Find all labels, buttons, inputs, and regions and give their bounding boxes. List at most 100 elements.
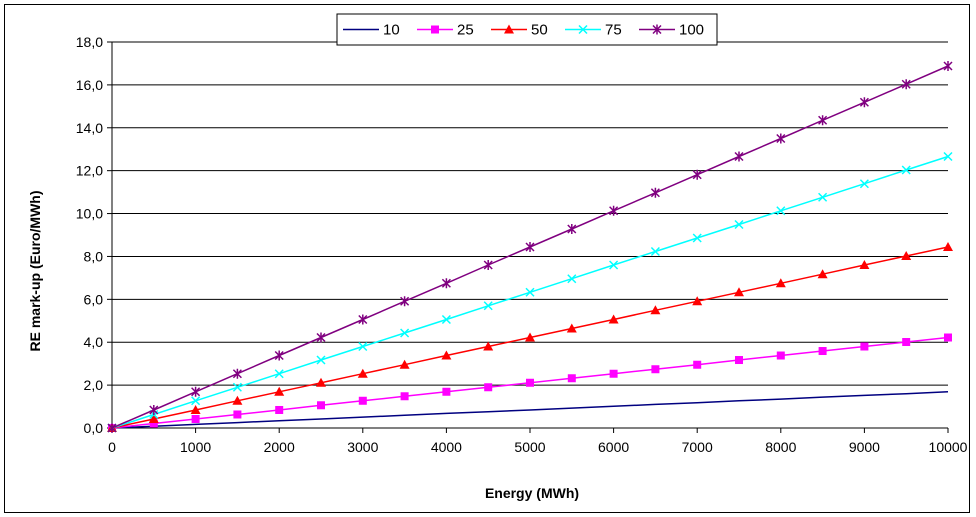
y-axis-title: RE mark-up (Euro/MWh) — [27, 191, 43, 352]
y-tick-label: 0,0 — [84, 420, 104, 436]
y-tick-label: 8,0 — [84, 248, 104, 264]
data-point — [358, 341, 368, 352]
data-point — [400, 328, 410, 338]
data-point — [651, 365, 660, 374]
data-point — [317, 401, 325, 410]
series-group — [107, 61, 953, 433]
data-point — [483, 301, 493, 311]
series-25 — [108, 333, 952, 432]
data-point — [578, 24, 588, 35]
x-tick-label: 5000 — [514, 439, 545, 455]
y-tick-label: 2,0 — [84, 377, 104, 393]
data-point — [274, 369, 284, 379]
x-tick-label: 0 — [108, 439, 116, 455]
data-point — [650, 246, 660, 257]
data-point — [692, 233, 702, 243]
data-point — [148, 413, 159, 423]
x-tick-label: 4000 — [431, 439, 462, 455]
data-point — [692, 169, 702, 180]
y-tick-label: 10,0 — [76, 206, 103, 222]
data-point — [232, 395, 243, 405]
data-point — [817, 269, 828, 279]
data-point — [232, 382, 242, 392]
data-point — [190, 404, 201, 414]
data-point — [693, 360, 702, 369]
data-point — [735, 356, 743, 365]
data-point — [483, 260, 493, 271]
x-tick-label: 6000 — [598, 439, 629, 455]
x-tick-labels: 0 1000 2000 3000 4000 5000 6000 7000 8000 9000 100… — [108, 439, 968, 455]
data-point — [316, 355, 326, 365]
data-point — [274, 350, 284, 361]
data-point — [734, 151, 744, 162]
data-point — [859, 260, 870, 270]
data-point — [274, 386, 285, 396]
x-tick-label: 9000 — [849, 439, 880, 455]
data-point — [567, 223, 577, 234]
data-point — [608, 314, 619, 324]
data-point — [504, 24, 514, 34]
series-50 — [107, 242, 953, 432]
data-point — [442, 387, 451, 396]
data-point — [943, 61, 953, 72]
data-point — [860, 342, 869, 351]
legend-label: 10 — [383, 22, 400, 39]
legend-item-10: 10 — [343, 22, 400, 39]
series-75 — [107, 151, 953, 433]
data-point — [484, 383, 493, 392]
data-point — [776, 206, 786, 216]
axes — [107, 41, 949, 433]
data-point — [191, 414, 200, 423]
data-point — [525, 287, 535, 297]
data-point — [609, 205, 619, 216]
data-point — [776, 351, 785, 360]
legend: 10 25 50 75 100 — [336, 13, 718, 46]
legend-label: 25 — [457, 22, 474, 39]
data-point — [567, 274, 577, 284]
data-point — [400, 392, 409, 401]
y-tick-label: 12,0 — [76, 163, 103, 179]
data-point — [650, 187, 660, 198]
data-point — [734, 219, 744, 230]
legend-item-75: 75 — [565, 22, 622, 39]
data-point — [943, 242, 953, 252]
data-point — [232, 368, 242, 379]
data-point — [149, 419, 158, 428]
data-point — [441, 314, 451, 325]
data-point — [609, 369, 618, 378]
y-tick-label: 4,0 — [84, 334, 104, 350]
data-point — [358, 314, 368, 325]
data-point — [483, 341, 494, 351]
x-tick-label: 10000 — [929, 439, 968, 455]
data-point — [818, 347, 827, 356]
data-point — [818, 192, 828, 202]
legend-label: 75 — [605, 22, 622, 39]
series-10 — [111, 391, 949, 429]
data-point — [775, 278, 786, 288]
data-point — [901, 79, 911, 90]
data-point — [441, 278, 451, 289]
legend-item-100: 100 — [639, 22, 704, 39]
data-point — [357, 368, 368, 378]
data-point — [609, 260, 619, 270]
y-tick-label: 6,0 — [84, 291, 104, 307]
legend-item-50: 50 — [491, 22, 548, 39]
x-tick-label: 1000 — [180, 439, 211, 455]
data-point — [525, 332, 535, 342]
data-point — [316, 377, 326, 387]
data-point — [859, 97, 869, 108]
x-axis-title: Energy (MWh) — [485, 485, 579, 501]
data-point — [943, 151, 953, 162]
data-point — [191, 396, 201, 406]
y-tick-label: 18,0 — [76, 34, 103, 50]
y-tick-label: 14,0 — [76, 120, 103, 136]
legend-label: 100 — [679, 22, 704, 39]
data-point — [944, 333, 952, 342]
legend-item-25: 25 — [417, 22, 474, 39]
data-point — [107, 423, 117, 433]
y-tick-labels: 0,0 2,0 4,0 6,0 8,0 10,0 12,0 14,0 16,0 18,0 — [76, 34, 103, 436]
data-point — [275, 405, 284, 414]
legend-label: 50 — [531, 22, 548, 39]
data-point — [566, 323, 577, 333]
data-point — [859, 179, 869, 189]
